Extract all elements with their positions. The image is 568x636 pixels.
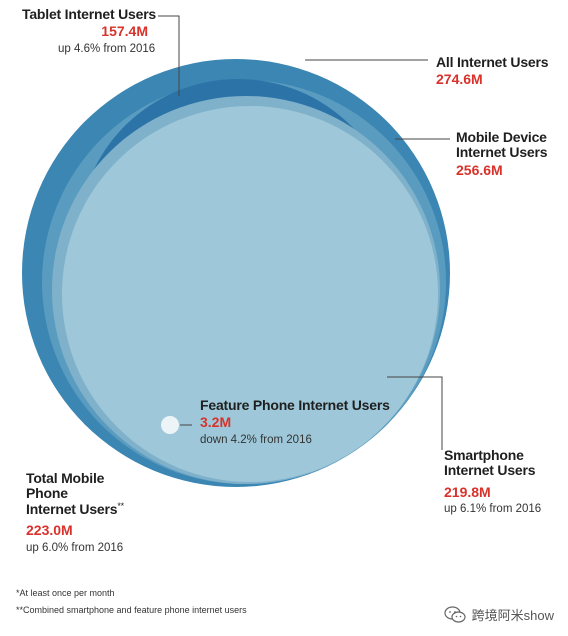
mobile-device-value: 256.6M — [456, 161, 503, 178]
mobile-device-name-1: Mobile Device — [456, 129, 547, 145]
wechat-icon — [444, 605, 466, 623]
total-mobile-name-3: Internet Users — [26, 500, 118, 517]
total-mobile-value: 223.0M — [26, 522, 73, 539]
all-users-label: All Internet Users 274.6M — [436, 54, 549, 88]
smartphone-name-2: Internet Users — [444, 462, 536, 479]
total-mobile-name-2: Phone — [26, 485, 68, 502]
smartphone-leader-line — [387, 376, 443, 450]
smartphone-label: Smartphone Internet Users 219.8M up 6.1%… — [444, 447, 542, 516]
smartphone-users-circle — [62, 106, 438, 482]
total-mobile-change: up 6.0% from 2016 — [26, 541, 124, 554]
tablet-name: Tablet Internet Users — [22, 6, 157, 22]
feature-phone-label: Feature Phone Internet Users 3.2M down 4… — [200, 397, 390, 446]
footnote-2: **Combined smartphone and feature phone … — [16, 605, 247, 615]
feature-phone-name: Feature Phone Internet Users — [200, 397, 390, 413]
watermark: 跨境阿米show — [444, 605, 554, 624]
smartphone-change: up 6.1% from 2016 — [444, 503, 542, 516]
mobile-device-label: Mobile Device Internet Users 256.6M — [456, 129, 548, 178]
watermark-text: 跨境阿米show — [471, 608, 554, 623]
footnotes: *At least once per month **Combined smar… — [16, 588, 247, 622]
mobile-device-name-2: Internet Users — [456, 144, 548, 161]
total-mobile-asterisks: ** — [117, 500, 124, 511]
tablet-value: 157.4M — [101, 23, 148, 40]
tablet-label: Tablet Internet Users 157.4M up 4.6% fro… — [22, 6, 157, 55]
feature-phone-value: 3.2M — [200, 414, 232, 431]
all-users-name: All Internet Users — [436, 54, 549, 70]
total-mobile-name-3-wrap: Internet Users** — [26, 500, 124, 517]
all-users-value: 274.6M — [436, 71, 483, 88]
total-mobile-name-1: Total Mobile — [26, 470, 105, 486]
smartphone-name-1: Smartphone — [444, 447, 524, 463]
total-mobile-phone-label: Total Mobile Phone Internet Users** 223.… — [26, 470, 124, 554]
feature-phone-users-circle — [161, 416, 179, 434]
footnote-1: *At least once per month — [16, 588, 115, 598]
smartphone-value: 219.8M — [444, 483, 491, 500]
feature-phone-change: down 4.2% from 2016 — [200, 433, 312, 446]
tablet-change: up 4.6% from 2016 — [58, 42, 156, 55]
tablet-leader-line — [158, 15, 180, 96]
